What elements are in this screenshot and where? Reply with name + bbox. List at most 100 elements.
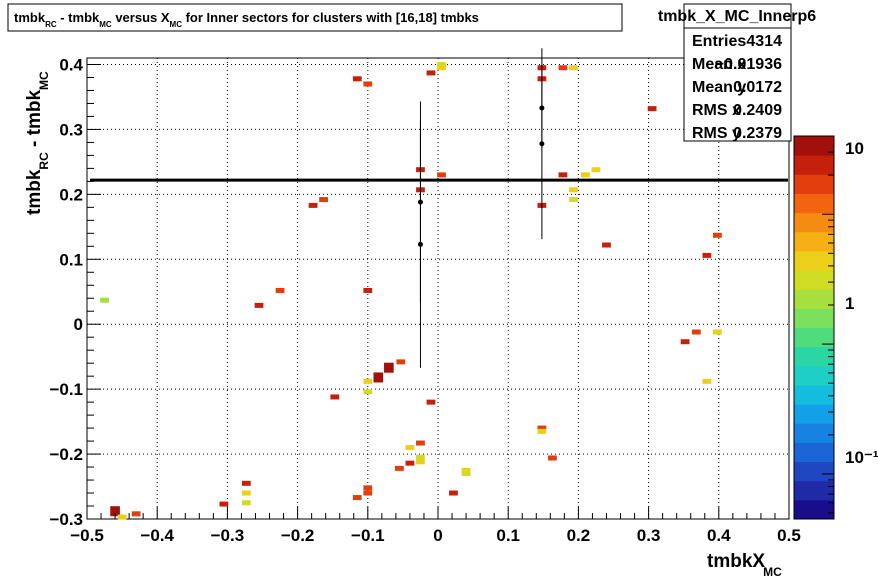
- palette-segment: [794, 193, 834, 214]
- x-tick-label: 0.2: [567, 526, 591, 545]
- chart-title: tmbkRC - tmbkMC versus XMC for Inner sec…: [14, 10, 479, 29]
- heatmap-cell: [363, 490, 373, 496]
- heatmap-cell: [713, 232, 722, 238]
- z-label-10: 10: [845, 139, 864, 158]
- y-label-main: tmbk: [24, 169, 45, 215]
- profile-point: [539, 105, 545, 111]
- x-tick-label: −0.3: [211, 526, 245, 545]
- palette-segment: [794, 174, 834, 194]
- y-axis-label: tmbkRC - tmbkMC: [24, 71, 51, 215]
- x-tick-label: 0.4: [707, 526, 731, 545]
- heatmap-cell: [437, 65, 446, 71]
- palette-segment: [794, 384, 834, 405]
- heatmap-cell: [110, 506, 120, 517]
- heatmap-cell: [426, 399, 436, 405]
- heatmap-cell: [558, 65, 568, 71]
- palette-segment: [794, 270, 834, 290]
- palette-segment: [794, 212, 834, 233]
- heatmap-cell: [308, 202, 318, 208]
- heatmap-cell: [691, 329, 701, 335]
- heatmap-cell: [569, 197, 578, 203]
- heatmap-cell: [416, 454, 425, 460]
- y-tick-label: 0.2: [59, 185, 83, 204]
- stats-value-entries: 4314: [746, 33, 782, 50]
- palette-segment: [794, 155, 834, 175]
- y-tick-label: −0.3: [49, 510, 83, 529]
- stats-value-rms-x: 0.2409: [733, 102, 782, 119]
- x-axis-label: tmbkXMC: [707, 551, 782, 578]
- stats-name: tmbk_X_MC_Innerp6: [658, 8, 816, 25]
- y-tick-label: 0: [74, 315, 83, 334]
- palette-segment: [794, 499, 834, 520]
- heatmap-cell: [275, 287, 285, 293]
- heatmap-cell: [680, 339, 690, 345]
- y-axis-ticks: −0.3 −0.2 −0.1 0 0.1 0.2 0.3 0.4: [49, 55, 101, 529]
- heatmap-cell: [363, 485, 373, 491]
- heatmap-cell: [330, 394, 340, 400]
- stats-box: [683, 3, 792, 142]
- heatmap-cell: [647, 106, 657, 112]
- title-sub-1: RC: [45, 20, 57, 29]
- stats-value-mean-y: 0.0172: [733, 79, 782, 96]
- heatmap-cells: [100, 61, 722, 520]
- stats-value-rms-y: 0.2379: [733, 125, 782, 142]
- profile-points: [417, 48, 545, 368]
- heatmap-cell: [363, 287, 373, 293]
- stats-label-rms-y: RMS y: [692, 125, 741, 142]
- heatmap-cell: [702, 252, 712, 258]
- y-label-rest: - tmbk: [24, 90, 45, 153]
- heatmap-cell: [395, 465, 404, 471]
- heatmap-cell: [602, 242, 611, 248]
- z-label-1: 1: [845, 294, 854, 313]
- x-tick-label: −0.2: [281, 526, 315, 545]
- heatmap-cell: [254, 302, 264, 308]
- y-tick-label: −0.1: [49, 380, 83, 399]
- stats-label-rms-x: RMS x: [692, 102, 741, 119]
- heatmap-cell: [405, 445, 415, 451]
- x-axis-ticks: −0.5 −0.4 −0.3 −0.2 −0.1 0 0.1 0.2 0.3 0.4 0.5: [70, 507, 801, 545]
- grid-lines: [87, 58, 789, 520]
- palette-segment: [794, 327, 834, 348]
- title-part-3: versus X: [112, 10, 170, 25]
- title-sub-3: MC: [170, 20, 183, 29]
- heatmap-cell: [319, 197, 328, 203]
- heatmap-cell: [461, 467, 471, 473]
- x-tick-label: 0.1: [496, 526, 520, 545]
- heatmap-cell: [241, 500, 251, 506]
- y-label-sub: RC: [37, 152, 51, 170]
- x-tick-label: −0.1: [351, 526, 385, 545]
- palette-segment: [794, 365, 834, 386]
- palette-segment: [794, 404, 834, 424]
- heatmap-cell: [449, 490, 458, 496]
- palette-segment: [794, 423, 834, 443]
- palette-segment: [794, 480, 834, 501]
- heatmap-cell: [569, 65, 578, 71]
- heatmap-cell: [537, 428, 547, 434]
- heatmap-cell: [702, 378, 712, 384]
- heatmap-cell: [100, 297, 109, 303]
- heatmap-cell: [548, 455, 557, 461]
- palette-segment: [794, 136, 834, 156]
- color-palette: [794, 136, 834, 520]
- z-label-0-1: 10⁻¹: [845, 448, 878, 467]
- heatmap-cell: [405, 460, 415, 466]
- stats-label-mean-x: Mean x: [692, 56, 746, 73]
- y-tick-label: 0.3: [59, 120, 83, 139]
- y-tick-label: 0.4: [59, 55, 83, 74]
- heatmap-cell: [569, 187, 578, 193]
- palette-frame: [793, 135, 835, 520]
- palette-segment: [794, 231, 834, 252]
- x-label-main: tmbkX: [707, 551, 765, 572]
- x-tick-label: 0.3: [637, 526, 661, 545]
- z-axis-ticks: [822, 135, 834, 514]
- heatmap-cell: [352, 495, 362, 501]
- heatmap-cell: [461, 471, 471, 477]
- title-part-2: - tmbk: [57, 10, 100, 25]
- title-sub-2: MC: [99, 20, 112, 29]
- palette-segment: [794, 250, 834, 271]
- heatmap-cell: [558, 172, 568, 178]
- heatmap-cell: [117, 514, 127, 520]
- heatmap-cell: [241, 480, 251, 486]
- heatmap-cell: [241, 490, 251, 496]
